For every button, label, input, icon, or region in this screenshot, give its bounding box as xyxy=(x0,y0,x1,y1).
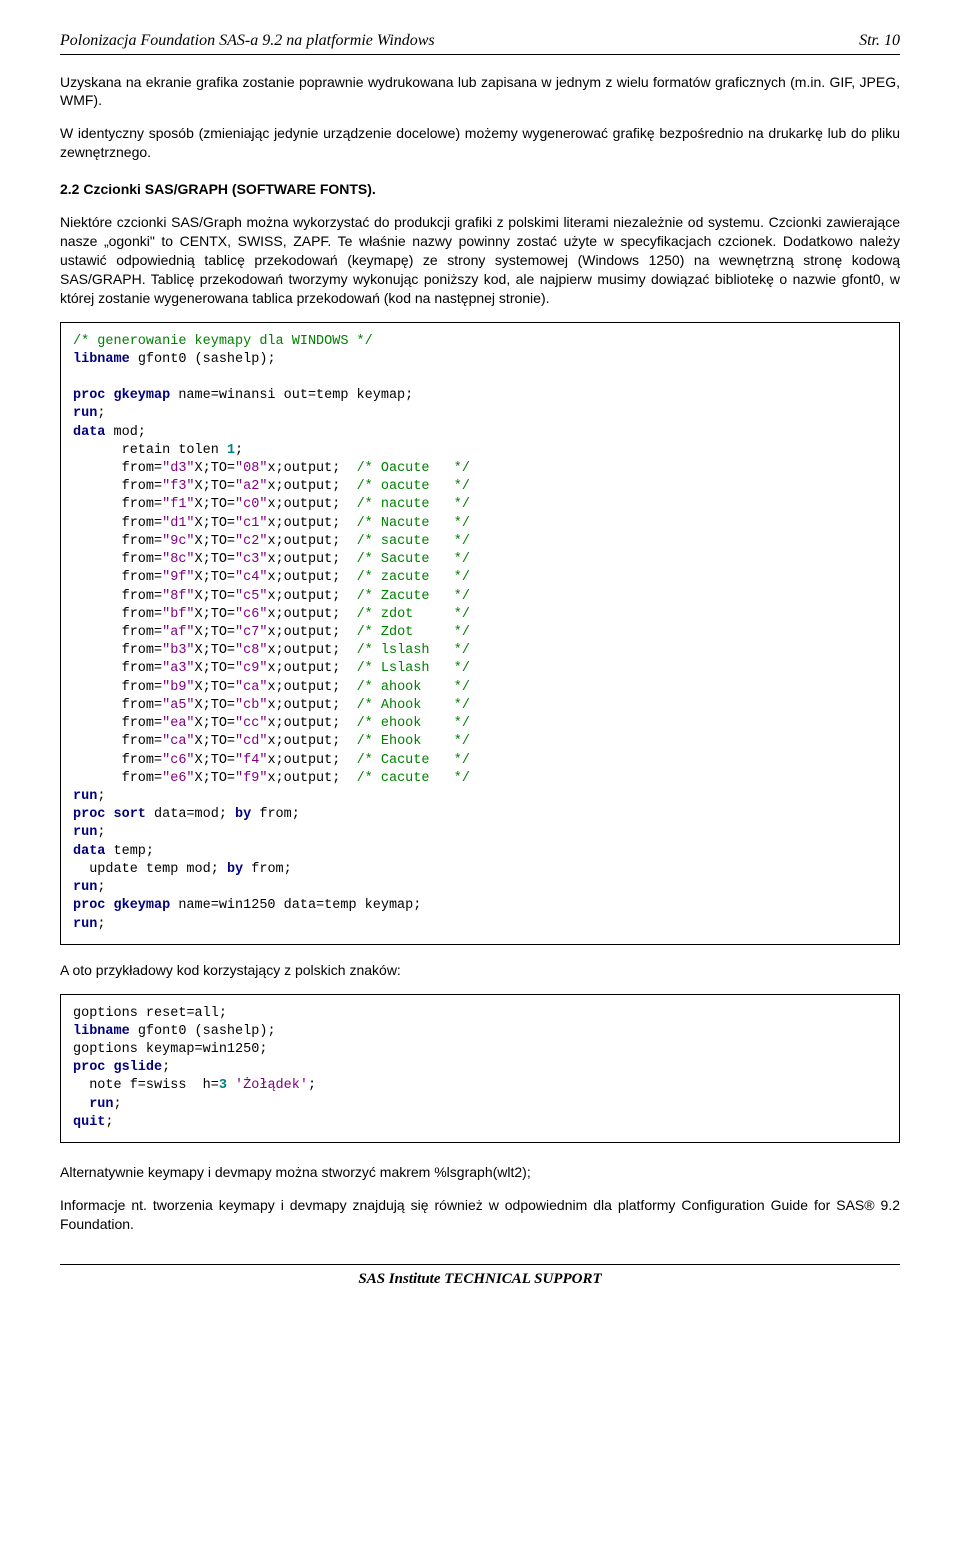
page-footer: SAS Institute TECHNICAL SUPPORT xyxy=(60,1264,900,1289)
code-text: ; xyxy=(114,1097,122,1112)
paragraph-1: Uzyskana na ekranie grafika zostanie pop… xyxy=(60,73,900,111)
code-keyword: data xyxy=(73,425,105,440)
code-text: data=mod; xyxy=(146,807,235,822)
code-number: 3 xyxy=(219,1078,227,1093)
code-text: note f=swiss h= xyxy=(73,1078,219,1093)
code-keyword: run xyxy=(73,880,97,895)
paragraph-4: A oto przykładowy kod korzystający z pol… xyxy=(60,961,900,980)
code-text: from; xyxy=(243,862,292,877)
code-text: name=winansi out=temp keymap; xyxy=(170,388,413,403)
code-keyword: by xyxy=(235,807,251,822)
code-text: goptions xyxy=(73,1006,146,1021)
code-text: mod; xyxy=(105,425,146,440)
header-left: Polonizacja Foundation SAS-a 9.2 na plat… xyxy=(60,30,435,52)
code-keyword: run xyxy=(89,1097,113,1112)
code-text: ; xyxy=(105,1115,113,1130)
code-keyword: quit xyxy=(73,1115,105,1130)
code-keyword: proc gkeymap xyxy=(73,388,170,403)
section-title: 2.2 Czcionki SAS/GRAPH (SOFTWARE FONTS). xyxy=(60,180,900,199)
code-string: 'Żołądek' xyxy=(235,1078,308,1093)
code-keyword: by xyxy=(227,862,243,877)
code-text: tolen xyxy=(170,443,227,458)
code-text: name=win1250 data=temp keymap; xyxy=(170,898,421,913)
code-text: temp; xyxy=(105,844,154,859)
code-keyword: run xyxy=(73,825,97,840)
code-text: update temp mod; xyxy=(73,862,227,877)
code-keyword: keymap xyxy=(146,1042,195,1057)
code-block-2: goptions reset=all; libname gfont0 (sash… xyxy=(60,994,900,1144)
paragraph-5: Alternatywnie keymapy i devmapy można st… xyxy=(60,1163,900,1182)
code-text: gfont0 (sashelp); xyxy=(130,352,276,367)
code-text xyxy=(73,1097,89,1112)
code-comment: /* generowanie keymapy dla WINDOWS */ xyxy=(73,334,373,349)
code-keyword: retain xyxy=(122,443,171,458)
code-text: ; xyxy=(162,1060,170,1075)
code-text: =all; xyxy=(186,1006,227,1021)
paragraph-6: Informacje nt. tworzenia keymapy i devma… xyxy=(60,1196,900,1234)
code-text: goptions xyxy=(73,1042,146,1057)
code-keyword: proc gslide xyxy=(73,1060,162,1075)
code-keyword: run xyxy=(73,406,97,421)
code-rows: from="d3"X;TO="08"x;output; /* Oacute */… xyxy=(73,461,470,786)
code-keyword: libname xyxy=(73,1024,130,1039)
code-keyword: proc sort xyxy=(73,807,146,822)
code-keyword: proc gkeymap xyxy=(73,898,170,913)
code-block-1: /* generowanie keymapy dla WINDOWS */ li… xyxy=(60,322,900,945)
code-text: from; xyxy=(251,807,300,822)
code-keyword: run xyxy=(73,917,97,932)
code-text: =win1250; xyxy=(195,1042,268,1057)
page-header: Polonizacja Foundation SAS-a 9.2 na plat… xyxy=(60,30,900,52)
code-keyword: data xyxy=(73,844,105,859)
code-text: gfont0 (sashelp); xyxy=(130,1024,276,1039)
header-divider xyxy=(60,54,900,55)
paragraph-3: Niektóre czcionki SAS/Graph można wykorz… xyxy=(60,213,900,307)
header-right: Str. 10 xyxy=(859,30,900,52)
code-text: ; xyxy=(308,1078,316,1093)
code-keyword: run xyxy=(73,789,97,804)
code-text xyxy=(227,1078,235,1093)
paragraph-2: W identyczny sposób (zmieniając jedynie … xyxy=(60,124,900,162)
code-keyword: libname xyxy=(73,352,130,367)
code-number: 1 xyxy=(227,443,235,458)
code-keyword: reset xyxy=(146,1006,187,1021)
